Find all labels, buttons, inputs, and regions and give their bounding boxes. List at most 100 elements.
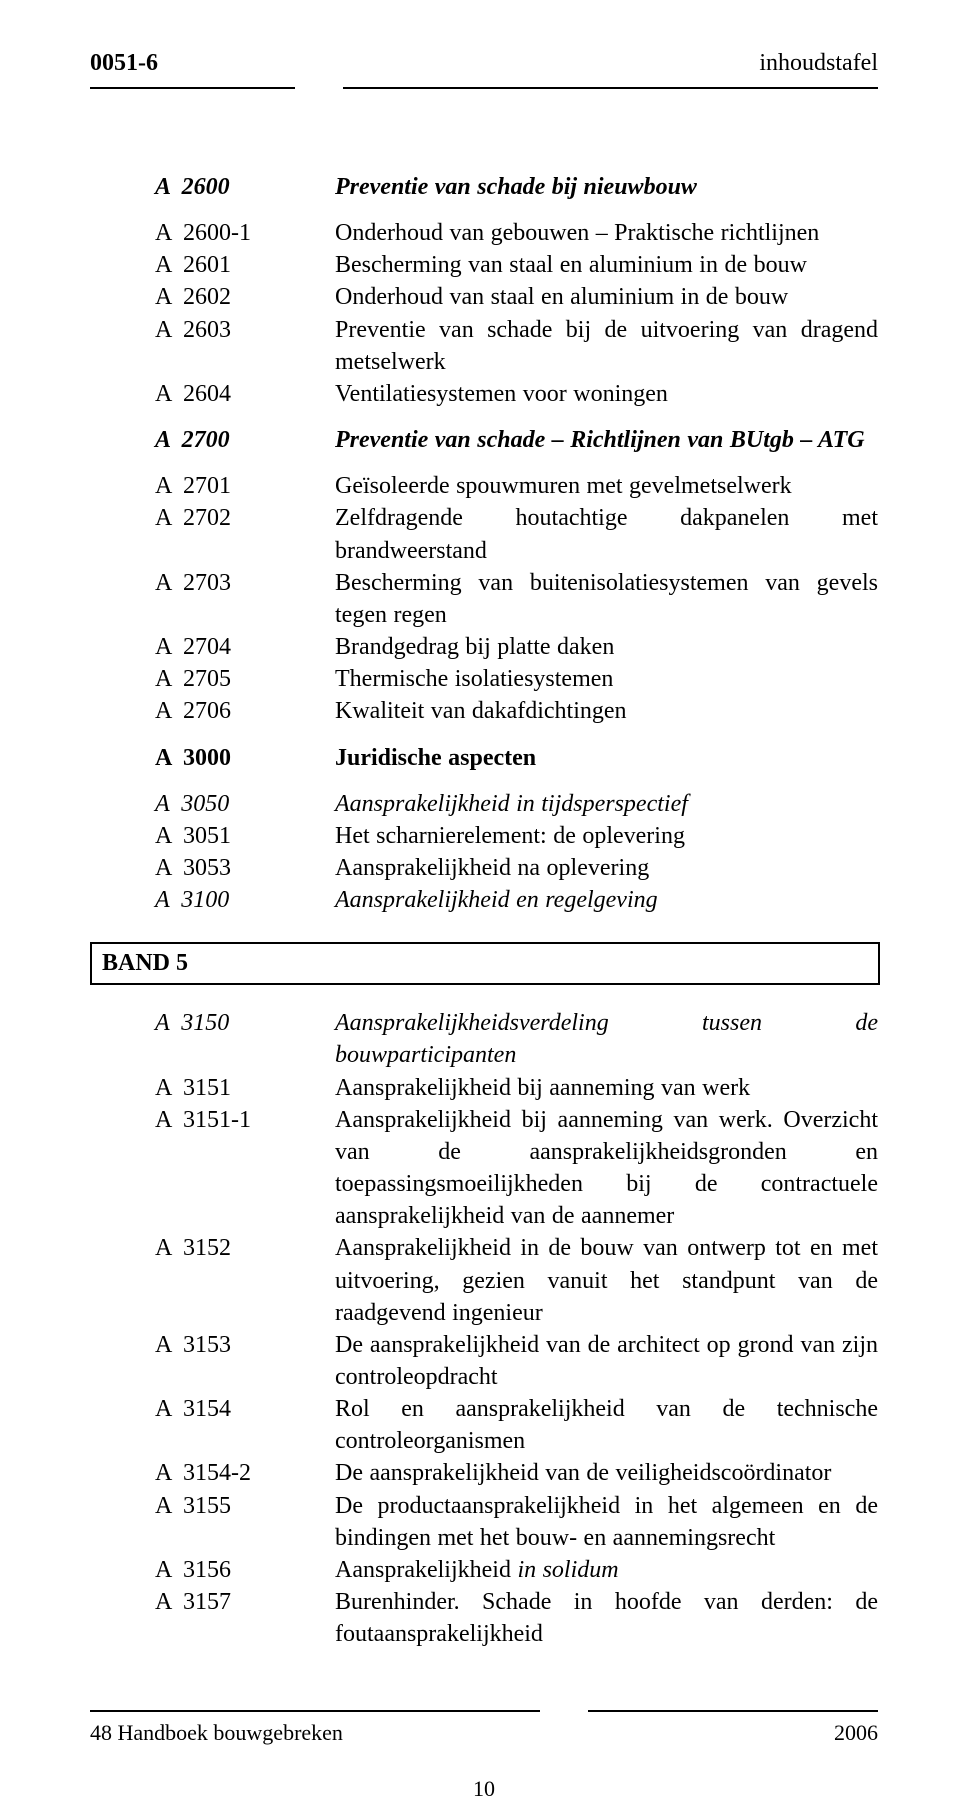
page-number: 10 <box>90 1776 878 1802</box>
header-rule-right <box>343 87 878 89</box>
toc-desc: Juridische aspecten <box>335 742 878 774</box>
toc-code: A 2703 <box>155 567 335 599</box>
toc-row: A 2603Preventie van schade bij de uitvoe… <box>90 314 878 378</box>
toc-code: A 2704 <box>155 631 335 663</box>
toc-code: A 2603 <box>155 314 335 346</box>
toc-code: A 3053 <box>155 852 335 884</box>
toc-desc: Aansprakelijkheid in de bouw van ontwerp… <box>335 1232 878 1328</box>
toc-desc: De productaansprakelijkheid in het algem… <box>335 1490 878 1554</box>
footer-left: 48 Handboek bouwgebreken <box>90 1720 343 1746</box>
toc-code: A 2700 <box>155 424 335 456</box>
toc-row: A 3154Rol en aansprakelijkheid van de te… <box>90 1393 878 1457</box>
toc-code: A 3151 <box>155 1072 335 1104</box>
toc-row: A 2701Geïsoleerde spouwmuren met gevelme… <box>90 470 878 502</box>
toc-code: A 2602 <box>155 281 335 313</box>
toc-desc: Ventilatiesystemen voor woningen <box>335 378 878 410</box>
toc-row: A 2600Preventie van schade bij nieuwbouw <box>90 171 878 203</box>
toc-code: A 3000 <box>155 742 335 774</box>
toc-row: A 3151Aansprakelijkheid bij aanneming va… <box>90 1072 878 1104</box>
toc-code: A 2601 <box>155 249 335 281</box>
toc-code: A 3152 <box>155 1232 335 1264</box>
toc-desc: Brandgedrag bij platte daken <box>335 631 878 663</box>
toc-block-1: A 2600Preventie van schade bij nieuwbouw… <box>90 171 878 916</box>
toc-code: A 2604 <box>155 378 335 410</box>
toc-code: A 2600 <box>155 171 335 203</box>
toc-code: A 3150 <box>155 1007 335 1039</box>
footer-line: 48 Handboek bouwgebreken 2006 <box>90 1720 878 1746</box>
toc-code: A 3154 <box>155 1393 335 1425</box>
toc-code: A 2706 <box>155 695 335 727</box>
toc-desc: De aansprakelijkheid van de architect op… <box>335 1329 878 1393</box>
toc-code: A 3157 <box>155 1586 335 1618</box>
toc-code: A 2701 <box>155 470 335 502</box>
toc-desc: Burenhinder. Schade in hoofde van derden… <box>335 1586 878 1650</box>
toc-row: A 2704Brandgedrag bij platte daken <box>90 631 878 663</box>
toc-row: A 2703Bescherming van buitenisolatiesyst… <box>90 567 878 631</box>
toc-desc: Preventie van schade bij de uitvoering v… <box>335 314 878 378</box>
toc-row: A 3154-2De aansprakelijkheid van de veil… <box>90 1457 878 1489</box>
toc-row: A 3051Het scharnierelement: de opleverin… <box>90 820 878 852</box>
toc-desc-italic: in solidum <box>517 1557 618 1583</box>
toc-code: A 2705 <box>155 663 335 695</box>
toc-row: A 3156Aansprakelijkheid in solidum <box>90 1554 878 1586</box>
toc-desc-prefix: Aansprakelijkheid <box>335 1557 517 1583</box>
toc-code: A 2600-1 <box>155 217 335 249</box>
toc-code: A 3156 <box>155 1554 335 1586</box>
header-section-title: inhoudstafel <box>759 50 878 77</box>
toc-row: A 2602Onderhoud van staal en aluminium i… <box>90 281 878 313</box>
toc-desc: Aansprakelijkheid in solidum <box>335 1554 878 1586</box>
toc-desc: Aansprakelijkheid na oplevering <box>335 852 878 884</box>
toc-row: A 3100Aansprakelijkheid en regelgeving <box>90 884 878 916</box>
toc-row: A 3157Burenhinder. Schade in hoofde van … <box>90 1586 878 1650</box>
toc-row: A 3151-1Aansprakelijkheid bij aanneming … <box>90 1104 878 1233</box>
footer-rules <box>90 1710 878 1712</box>
footer-rule-right <box>588 1710 878 1712</box>
toc-row: A 3153De aansprakelijkheid van de archit… <box>90 1329 878 1393</box>
toc-desc: Thermische isolatiesystemen <box>335 663 878 695</box>
toc-desc: Bescherming van staal en aluminium in de… <box>335 249 878 281</box>
toc-desc: Aansprakelijkheid bij aanneming van werk <box>335 1072 878 1104</box>
toc-row: A 3053Aansprakelijkheid na oplevering <box>90 852 878 884</box>
toc-desc: Aansprakelijkheid en regelgeving <box>335 884 878 916</box>
toc-code: A 3051 <box>155 820 335 852</box>
header-left-block: 0051-6 <box>90 18 158 77</box>
toc-row: A 2705Thermische isolatiesystemen <box>90 663 878 695</box>
toc-code: A 3151-1 <box>155 1104 335 1136</box>
toc-desc: Preventie van schade – Richtlijnen van B… <box>335 424 878 456</box>
toc-desc: Onderhoud van gebouwen – Praktische rich… <box>335 217 878 249</box>
toc-row: A 3155De productaansprakelijkheid in het… <box>90 1490 878 1554</box>
toc-code: A 3153 <box>155 1329 335 1361</box>
toc-code: A 3100 <box>155 884 335 916</box>
toc-code: A 3050 <box>155 788 335 820</box>
footer-right: 2006 <box>834 1720 878 1746</box>
toc-row: A 3150Aansprakelijkheidsverdeling tussen… <box>90 1007 878 1071</box>
toc-row: A 2706Kwaliteit van dakafdichtingen <box>90 695 878 727</box>
toc-desc: Rol en aansprakelijkheid van de technisc… <box>335 1393 878 1457</box>
toc-code: A 3154-2 <box>155 1457 335 1489</box>
toc-row: A 2702Zelfdragende houtachtige dakpanele… <box>90 502 878 566</box>
toc-row: A 2604Ventilatiesystemen voor woningen <box>90 378 878 410</box>
toc-block-2: A 3150Aansprakelijkheidsverdeling tussen… <box>90 1007 878 1650</box>
toc-desc: Aansprakelijkheid in tijdsperspectief <box>335 788 878 820</box>
toc-desc: Het scharnierelement: de oplevering <box>335 820 878 852</box>
toc-code: A 2702 <box>155 502 335 534</box>
toc-row: A 2601Bescherming van staal en aluminium… <box>90 249 878 281</box>
header-page-code: 0051-6 <box>90 50 158 77</box>
toc-row: A 3152Aansprakelijkheid in de bouw van o… <box>90 1232 878 1328</box>
band-heading: BAND 5 <box>90 942 880 985</box>
header-rules <box>90 87 878 89</box>
toc-row: A 3050Aansprakelijkheid in tijdsperspect… <box>90 788 878 820</box>
toc-desc: Geïsoleerde spouwmuren met gevelmetselwe… <box>335 470 878 502</box>
header-rule-left <box>90 87 295 89</box>
footer-rule-left <box>90 1710 540 1712</box>
toc-code: A 3155 <box>155 1490 335 1522</box>
page: 0051-6 inhoudstafel A 2600Preventie van … <box>90 0 878 1802</box>
toc-desc: De aansprakelijkheid van de veiligheidsc… <box>335 1457 878 1489</box>
toc-desc: Zelfdragende houtachtige dakpanelen met … <box>335 502 878 566</box>
running-header: 0051-6 inhoudstafel <box>90 18 878 77</box>
toc-desc: Aansprakelijkheid bij aanneming van werk… <box>335 1104 878 1233</box>
toc-row: A 2600-1Onderhoud van gebouwen – Praktis… <box>90 217 878 249</box>
toc-desc: Preventie van schade bij nieuwbouw <box>335 171 878 203</box>
toc-desc: Bescherming van buitenisolatiesystemen v… <box>335 567 878 631</box>
toc-desc: Aansprakelijkheidsverdeling tussen de bo… <box>335 1007 878 1071</box>
